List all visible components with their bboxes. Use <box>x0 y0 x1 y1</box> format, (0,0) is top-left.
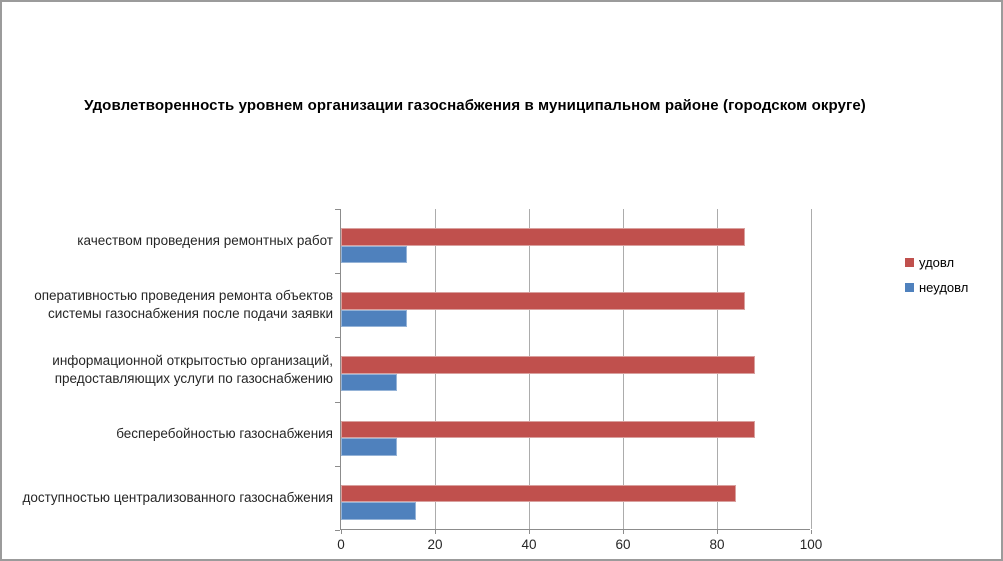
x-axis-tick <box>811 530 812 534</box>
legend-item: неудовл <box>905 280 968 295</box>
gridline-100 <box>811 209 812 529</box>
bar-удовл <box>341 356 755 374</box>
legend-label: удовл <box>919 255 955 270</box>
legend-swatch-удовл <box>905 258 914 267</box>
legend-swatch-неудовл <box>905 283 914 292</box>
legend-item: удовл <box>905 255 968 270</box>
bar-удовл <box>341 484 736 503</box>
category-label: доступностью централизованного газоснабж… <box>22 489 333 505</box>
bar-удовл <box>341 420 755 439</box>
x-axis-tick-label: 100 <box>799 537 823 552</box>
bar-неудовл <box>341 438 398 456</box>
y-axis-tick <box>335 465 340 467</box>
x-axis-tick-label: 40 <box>521 537 537 552</box>
x-axis-tick-label: 0 <box>337 537 345 552</box>
bar-удовл <box>341 228 746 246</box>
x-axis-tick <box>529 530 530 534</box>
category-label: бесперебойностью газоснабжения <box>116 425 333 441</box>
x-axis-tick <box>435 530 436 534</box>
x-axis-tick <box>717 530 718 534</box>
bar-удовл <box>341 292 746 310</box>
bar-неудовл <box>341 373 398 392</box>
y-axis-tick <box>335 273 340 275</box>
y-axis-tick <box>335 209 340 210</box>
x-axis-tick <box>341 530 342 534</box>
bar-неудовл <box>341 309 407 328</box>
category-label: информационной открытостью организаций, … <box>52 352 333 386</box>
y-axis-tick <box>335 337 340 339</box>
category-label: качеством проведения ремонтных работ <box>77 233 333 249</box>
bar-неудовл <box>341 245 407 263</box>
bar-неудовл <box>341 502 417 520</box>
category-label: оперативностью проведения ремонта объект… <box>34 288 333 322</box>
plot-area: 0 20 40 60 80 100 качеством проведения ремонтн… <box>22 209 822 552</box>
x-axis-tick <box>623 530 624 534</box>
y-axis-tick <box>335 401 340 403</box>
chart-title: Удовлетворенность уровнем организации га… <box>84 97 866 114</box>
legend-label: неудовл <box>919 280 969 295</box>
x-axis-tick-label: 60 <box>615 537 631 552</box>
legend: удовл неудовл <box>905 255 968 305</box>
x-axis-tick-label: 20 <box>427 537 443 552</box>
y-axis-tick <box>335 530 340 531</box>
x-axis-tick-label: 80 <box>709 537 725 552</box>
